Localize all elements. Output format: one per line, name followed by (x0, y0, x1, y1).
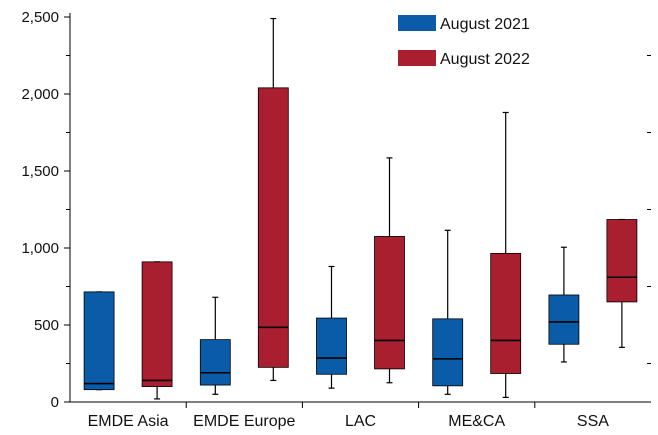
x-category-label: EMDE Asia (88, 413, 169, 430)
box-aug-2021 (548, 246, 580, 363)
box-aug-2021 (432, 229, 464, 395)
interquartile-box (83, 291, 115, 391)
y-tick-label: 2,000 (21, 86, 59, 103)
box-aug-2021 (199, 296, 231, 395)
box-aug-2022 (374, 157, 405, 384)
y-tick-label: 0 (51, 394, 59, 411)
x-category-label: LAC (345, 413, 376, 430)
x-category-label: EMDE Europe (193, 413, 295, 430)
y-tick-label: 1,000 (21, 240, 59, 257)
interquartile-box (257, 87, 289, 368)
x-category-label: SSA (577, 413, 609, 430)
legend-label: August 2021 (440, 16, 530, 33)
y-tick-label: 2,500 (21, 9, 59, 26)
interquartile-box (316, 317, 347, 375)
interquartile-box (606, 219, 638, 303)
interquartile-box (548, 294, 580, 345)
interquartile-box (432, 318, 464, 387)
interquartile-box (199, 339, 231, 386)
box-plot-boxes (83, 17, 638, 400)
legend-swatch (398, 50, 436, 66)
y-tick-label: 1,500 (21, 163, 59, 180)
legend-label: August 2022 (440, 51, 530, 68)
box-aug-2021 (316, 265, 347, 389)
interquartile-box (374, 236, 405, 370)
box-aug-2021 (83, 291, 115, 391)
box-aug-2022 (141, 261, 173, 400)
legend: August 2021 August 2022 (398, 15, 530, 68)
box-aug-2022 (606, 218, 638, 348)
box-aug-2022 (257, 17, 289, 382)
box-aug-2022 (490, 111, 522, 398)
legend-swatch (398, 15, 436, 31)
interquartile-box (141, 261, 173, 387)
interquartile-box (490, 252, 522, 374)
x-category-label: ME&CA (448, 413, 505, 430)
y-tick-label: 500 (34, 317, 59, 334)
axes: 0 500 1,000 1,500 2,000 2,500 EMDE Asia EMDE Eu… (21, 9, 651, 430)
